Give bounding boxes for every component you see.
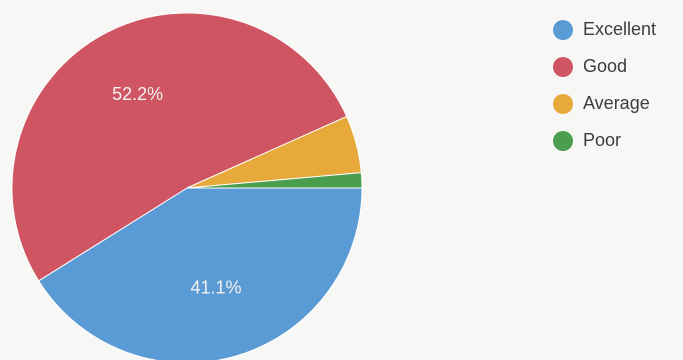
legend-item-poor[interactable]: Poor bbox=[553, 125, 656, 156]
pie-slice-excellent[interactable] bbox=[37, 187, 363, 360]
legend-label: Excellent bbox=[583, 19, 657, 39]
pie-slice-poor[interactable] bbox=[186, 172, 363, 189]
pie-slices bbox=[11, 12, 363, 360]
pie-data-label-excellent: 41.1% bbox=[190, 278, 241, 298]
legend-item-good[interactable]: Good bbox=[553, 51, 656, 82]
legend-label: Average bbox=[583, 93, 650, 113]
legend-swatch-poor bbox=[553, 130, 573, 151]
legend-swatch-average bbox=[553, 93, 573, 114]
legend-item-excellent[interactable]: Excellent bbox=[553, 14, 656, 45]
pie-data-labels: 41.1% 52.2% bbox=[112, 84, 241, 298]
legend-swatch-good bbox=[553, 56, 573, 77]
pie-data-label-good: 52.2% bbox=[112, 84, 163, 104]
legend-label: Poor bbox=[583, 130, 622, 150]
legend: Excellent Good Average Poor bbox=[553, 14, 656, 156]
pie-slice-good[interactable] bbox=[11, 12, 348, 282]
legend-item-average[interactable]: Average bbox=[553, 88, 656, 119]
legend-swatch-excellent bbox=[553, 19, 573, 40]
legend-label: Good bbox=[583, 56, 628, 76]
